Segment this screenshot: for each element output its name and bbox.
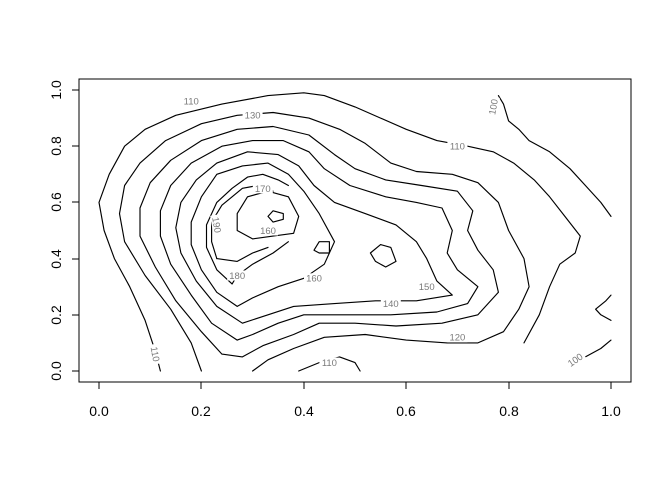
contour-label: 190 [209, 216, 223, 234]
y-tick-label: 0.8 [48, 136, 64, 156]
contour-label-background [380, 298, 401, 309]
contour-line-130 [139, 125, 499, 358]
contour-label: 110 [450, 142, 465, 153]
contour-line-110 [298, 356, 361, 372]
contour-lines [98, 92, 612, 372]
contour-label-background [148, 343, 162, 365]
contour-label: 110 [148, 346, 161, 363]
contour-line-180 [216, 246, 269, 262]
x-tick-label: 0.8 [499, 403, 519, 419]
y-tick-label: 0.2 [48, 305, 64, 325]
contour-label: 170 [255, 184, 271, 195]
y-tick-label: 0.0 [48, 361, 64, 381]
contour-label: 160 [260, 226, 276, 237]
y-tick-label: 0.4 [48, 249, 64, 269]
contour-label: 110 [184, 97, 199, 108]
contour-line-160 [190, 162, 336, 307]
contour-line-150 [175, 151, 453, 324]
contour-label: 160 [306, 274, 322, 285]
contour-label-background [319, 357, 340, 368]
contour-line-170 [205, 173, 289, 285]
x-tick-label: 0.4 [294, 403, 314, 419]
contour-label-background [304, 273, 324, 284]
y-axis: 0.0 0.2 0.4 0.6 0.8 1.0 [48, 80, 80, 381]
contour-label-background [564, 349, 587, 370]
contour-line-110 [98, 92, 581, 372]
plot-frame [78, 78, 632, 383]
contour-label: 110 [322, 358, 337, 369]
contour-line-120 [118, 111, 530, 372]
contour-line-160 [313, 241, 330, 254]
contour-label: 140 [383, 299, 399, 310]
contour-labels: 1001001101101101101201301401501601601701… [148, 96, 587, 370]
contour-label-background [252, 183, 273, 194]
contour-line-100 [595, 294, 612, 321]
contour-label-background [258, 225, 278, 236]
contour-label-background [486, 96, 500, 118]
contour-line-140 [159, 140, 479, 341]
contour-label-background [447, 332, 468, 343]
contour-label-background [181, 96, 202, 107]
contour-label: 100 [487, 98, 501, 116]
contour-label: 150 [419, 282, 435, 293]
contour-line-160 [369, 244, 397, 268]
contour-label-background [447, 141, 468, 152]
contour-line-160 [236, 190, 300, 240]
contour-label-background [210, 214, 224, 236]
contour-label: 120 [449, 333, 465, 344]
x-tick-label: 0.0 [89, 403, 109, 419]
x-tick-label: 1.0 [601, 403, 621, 419]
y-tick-label: 1.0 [48, 80, 64, 100]
x-axis: 0.0 0.2 0.4 0.6 0.8 1.0 [89, 381, 621, 419]
contour-line-100 [497, 95, 612, 217]
contour-line-190 [267, 210, 284, 223]
contour-label-background [416, 281, 437, 292]
x-tick-label: 0.6 [396, 403, 416, 419]
contour-label: 180 [229, 271, 245, 282]
x-tick-label: 0.2 [191, 403, 211, 419]
contour-label: 130 [245, 111, 261, 122]
y-tick-label: 0.6 [48, 192, 64, 212]
contour-label-background [242, 110, 263, 121]
contour-label-background [227, 270, 248, 281]
